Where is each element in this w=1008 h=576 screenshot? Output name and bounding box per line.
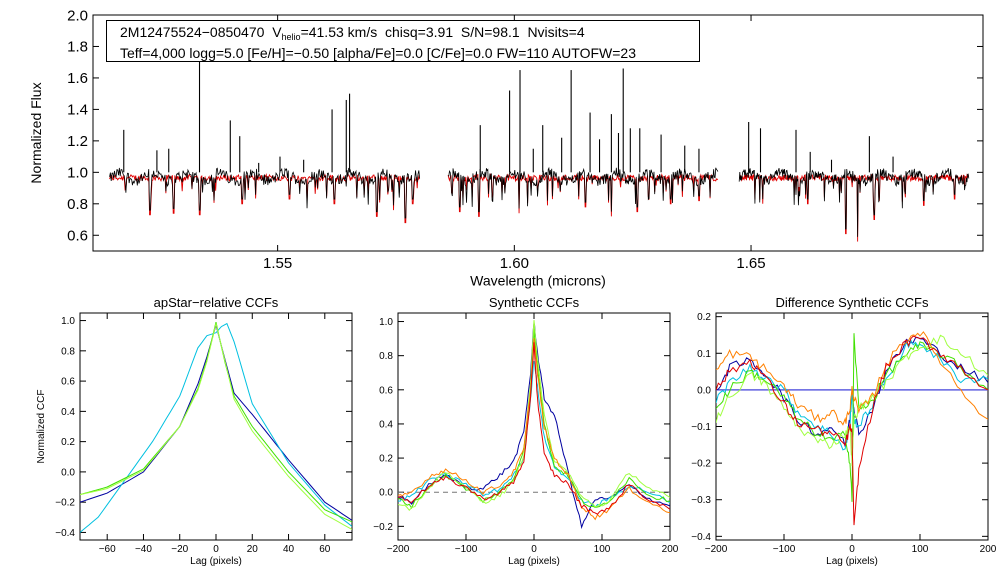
annotation-line-2: Teff=4,000 logg=5.0 [Fe/H]=−0.50 [alpha/… — [120, 45, 636, 61]
apstar_ccf-xlabel: Lag (pixels) — [190, 556, 242, 567]
difference_ccf-series-6 — [716, 335, 988, 526]
y-tick-label: −0.2 — [373, 522, 393, 533]
difference_ccf-xlabel: Lag (pixels) — [826, 556, 878, 567]
synthetic_ccf-series-1 — [398, 323, 670, 530]
vhelio-label: V — [272, 24, 282, 40]
y-tick-label: 0.6 — [61, 377, 75, 388]
difference_ccf-series-3 — [716, 333, 988, 502]
spectrum-frame — [92, 14, 984, 252]
sn-value: S/N=98.1 — [460, 24, 520, 40]
spectrum-axes: 1.55 1.60 1.65 0.6 0.8 1.0 1.2 1.4 1.6 1.8 2.0 Wave… — [28, 7, 984, 289]
apstar_ccf-series-2 — [80, 322, 352, 533]
chisq-value: chisq=3.91 — [385, 24, 454, 40]
apstar_ccf-series-3 — [80, 321, 352, 523]
y-tick-label: 0.6 — [67, 228, 88, 245]
x-tick-label: −100 — [455, 544, 478, 555]
y-tick-label: 1.6 — [67, 70, 88, 87]
y-tick-label: 1.8 — [67, 39, 88, 56]
y-tick-label: −0.4 — [691, 532, 711, 543]
y-tick-label: −0.4 — [55, 528, 75, 539]
x-tick-label: 1.65 — [736, 255, 765, 272]
spectrum-plot — [109, 59, 970, 242]
x-tick-label: 1.60 — [500, 255, 529, 272]
difference_ccf-axes: −200 −100 0 100 200 −0.4 −0.3 −0.2 −0.1 0.0 0.1 0.2… — [691, 295, 997, 567]
synthetic_ccf-title: Synthetic CCFs — [489, 295, 580, 310]
y-tick-label: −0.3 — [691, 495, 711, 506]
star-id: 2M12475524−0850470 — [120, 24, 265, 40]
y-tick-label: 1.0 — [67, 165, 88, 182]
y-tick-label: −0.2 — [691, 459, 711, 470]
vhelio-subscript: helio — [281, 32, 301, 42]
y-tick-label: 0.0 — [697, 385, 711, 396]
x-tick-label: 0 — [531, 544, 537, 555]
y-tick-label: 0.2 — [697, 312, 711, 323]
x-tick-label: 60 — [319, 544, 331, 555]
apstar_ccf-axes: −60 −40 −20 0 20 40 60 −0.4 −0.2 0.0 0.2 0.4 0.6 0.8 1… — [36, 295, 353, 567]
synthetic_ccf-series-2 — [398, 360, 670, 509]
apstar_ccf-title: apStar−relative CCFs — [154, 295, 279, 310]
apstar_ccf-ylabel: Normalized CCF — [36, 390, 47, 464]
y-tick-label: 0.8 — [379, 351, 393, 362]
difference_ccf-series-5 — [716, 331, 988, 426]
synthetic_ccf-axes: −200 −100 0 100 200 −0.2 0.0 0.2 0.4 0.6 0.8 1.0 Syn… — [373, 295, 679, 567]
y-tick-label: 0.1 — [697, 349, 711, 360]
y-tick-label: 0.2 — [61, 437, 75, 448]
x-tick-label: 1.55 — [263, 255, 292, 272]
x-tick-label: 0 — [213, 544, 219, 555]
synthetic_ccf-plot — [398, 320, 670, 530]
y-tick-label: 1.0 — [379, 317, 393, 328]
x-tick-label: 20 — [247, 544, 259, 555]
y-tick-label: 0.2 — [379, 454, 393, 465]
x-tick-label: 100 — [912, 544, 929, 555]
difference_ccf-frame — [715, 312, 989, 541]
y-tick-label: 1.2 — [67, 133, 88, 150]
y-tick-label: 0.8 — [67, 196, 88, 213]
x-tick-label: 0 — [849, 544, 855, 555]
apstar_ccf-plot — [80, 321, 352, 533]
x-tick-label: −200 — [705, 544, 728, 555]
observed-spectrum-chip-3 — [738, 167, 970, 237]
synthetic_ccf-xlabel: Lag (pixels) — [508, 556, 560, 567]
y-tick-label: 0.8 — [61, 346, 75, 357]
y-tick-label: 0.0 — [61, 467, 75, 478]
spectrum-xlabel: Wavelength (microns) — [470, 273, 606, 289]
y-tick-label: 0.4 — [379, 419, 393, 430]
x-tick-label: −20 — [171, 544, 188, 555]
vhelio-value: =41.53 km/s — [300, 24, 378, 40]
difference_ccf-plot — [716, 331, 988, 526]
x-tick-label: 100 — [594, 544, 611, 555]
annotation-line-1: 2M12475524−0850470 Vhelio=41.53 km/s chi… — [120, 24, 699, 45]
y-tick-label: 0.4 — [61, 407, 75, 418]
observed-spectrum-chip-1 — [109, 167, 421, 219]
difference_ccf-title: Difference Synthetic CCFs — [776, 295, 929, 310]
x-tick-label: 40 — [283, 544, 295, 555]
star-info-annotation: 2M12475524−0850470 Vhelio=41.53 km/s chi… — [106, 20, 700, 62]
x-tick-label: −200 — [387, 544, 410, 555]
y-tick-label: −0.1 — [691, 422, 711, 433]
apstar_ccf-frame — [79, 312, 353, 541]
x-tick-label: −60 — [99, 544, 116, 555]
apstar_ccf-series-1 — [80, 323, 352, 521]
y-tick-label: 1.4 — [67, 102, 88, 119]
x-tick-label: −40 — [135, 544, 152, 555]
y-tick-label: 2.0 — [67, 7, 88, 24]
model-spectrum-chip-3 — [738, 173, 970, 242]
y-tick-label: 0.0 — [379, 488, 393, 499]
y-tick-label: 0.6 — [379, 385, 393, 396]
x-tick-label: 200 — [980, 544, 997, 555]
difference_ccf-series-4 — [716, 334, 988, 467]
synthetic_ccf-series-6 — [398, 342, 670, 515]
observed-spectrum-chip-2 — [448, 166, 719, 213]
spectrum-ylabel: Normalized Flux — [28, 82, 44, 183]
x-tick-label: 200 — [662, 544, 679, 555]
y-tick-label: −0.2 — [55, 498, 75, 509]
synthetic_ccf-series-4 — [398, 320, 670, 511]
x-tick-label: −100 — [773, 544, 796, 555]
y-tick-label: 1.0 — [61, 316, 75, 327]
apstar_ccf-series-4 — [80, 323, 352, 530]
nvisits-value: Nvisits=4 — [527, 24, 585, 40]
